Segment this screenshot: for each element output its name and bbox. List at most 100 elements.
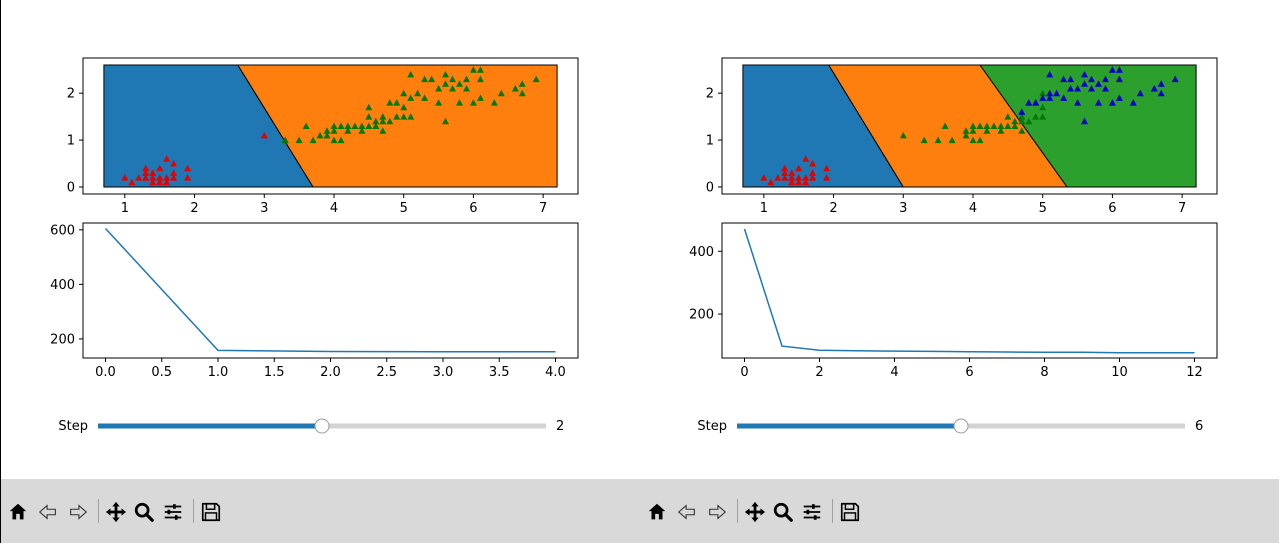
zoom-button[interactable] bbox=[770, 499, 796, 525]
scatter-point bbox=[372, 122, 380, 129]
loss-line bbox=[104, 227, 556, 353]
scatter-point bbox=[295, 136, 303, 144]
scatter-point bbox=[497, 89, 505, 97]
y-tick-label: 2 bbox=[706, 87, 714, 102]
loss-axes: 0.0 0.5 1.0 1.5 2.0 2.5 3.0 3.5 4.0 200 400 600 bbox=[50, 222, 579, 380]
scatter-point bbox=[518, 89, 526, 97]
toolbar-separator bbox=[193, 499, 194, 523]
forward-icon bbox=[70, 504, 88, 520]
scatter-point bbox=[379, 113, 387, 120]
x-tick-label: 4 bbox=[969, 201, 977, 216]
y-tick-label: 400 bbox=[50, 278, 75, 293]
scatter-point bbox=[260, 131, 268, 139]
scatter-point bbox=[809, 174, 817, 181]
pan-button[interactable] bbox=[742, 499, 768, 525]
scatter-point bbox=[379, 117, 387, 125]
axes-frame bbox=[721, 222, 1218, 359]
x-tick-label: 7 bbox=[539, 201, 547, 216]
axes-frame bbox=[82, 57, 579, 195]
save-button[interactable] bbox=[837, 499, 863, 525]
step-slider[interactable]: Step 2 bbox=[58, 418, 564, 434]
scatter-point bbox=[170, 160, 178, 167]
scatter-point bbox=[511, 85, 519, 92]
scatter-point bbox=[1067, 85, 1075, 92]
scatter-point bbox=[400, 103, 408, 111]
save-button[interactable] bbox=[198, 499, 224, 525]
scatter-point bbox=[149, 169, 157, 176]
scatter-point bbox=[316, 131, 324, 139]
x-tick-label: 10 bbox=[1111, 365, 1128, 380]
pan-button[interactable] bbox=[103, 499, 129, 525]
scatter-point bbox=[1074, 99, 1082, 106]
x-tick-label: 0.0 bbox=[95, 365, 116, 380]
scatter-point bbox=[156, 164, 164, 172]
scatter-point bbox=[386, 99, 394, 106]
scatter-point bbox=[1039, 89, 1047, 97]
scatter-point bbox=[532, 75, 540, 83]
scatter-point bbox=[469, 99, 477, 106]
slider-handle[interactable] bbox=[314, 418, 330, 434]
scatter-point bbox=[823, 164, 831, 172]
back-button[interactable] bbox=[674, 499, 700, 525]
scatter-point bbox=[456, 80, 463, 87]
scatter-point bbox=[767, 178, 775, 186]
scatter-point bbox=[386, 117, 394, 125]
pan-icon bbox=[744, 501, 766, 523]
scatter-point bbox=[1150, 85, 1158, 92]
scatter-point bbox=[344, 122, 352, 129]
pan-icon bbox=[105, 501, 127, 523]
slider-handle[interactable] bbox=[953, 418, 969, 434]
scatter-point bbox=[449, 85, 456, 92]
scatter-point bbox=[1025, 99, 1033, 106]
scatter-point bbox=[774, 174, 782, 181]
step-slider[interactable]: Step 6 bbox=[697, 418, 1203, 434]
scatter-point bbox=[1039, 113, 1047, 120]
scatter-point bbox=[156, 174, 164, 181]
zoom-icon bbox=[773, 502, 793, 522]
scatter-point bbox=[1095, 99, 1102, 106]
scatter-point bbox=[1046, 89, 1054, 97]
scatter-point bbox=[323, 127, 331, 134]
home-button[interactable] bbox=[644, 499, 670, 525]
y-tick-label: 600 bbox=[50, 223, 75, 238]
scatter-point bbox=[1032, 113, 1040, 120]
scatter-point bbox=[899, 131, 907, 139]
scatter-point bbox=[330, 136, 338, 144]
configure-button[interactable] bbox=[799, 499, 825, 525]
x-tick-label: 4 bbox=[890, 365, 898, 380]
x-tick-label: 3 bbox=[899, 201, 907, 216]
scatter-point bbox=[809, 160, 817, 167]
zoom-button[interactable] bbox=[131, 499, 157, 525]
y-tick-label: 0 bbox=[67, 180, 75, 195]
scatter-point bbox=[1025, 117, 1033, 125]
scatter-point bbox=[802, 155, 810, 162]
scatter-point bbox=[469, 66, 477, 73]
back-button[interactable] bbox=[35, 499, 61, 525]
scatter-point bbox=[407, 94, 415, 101]
scatter-point bbox=[1060, 94, 1068, 101]
x-tick-label: 2 bbox=[829, 201, 837, 216]
scatter-point bbox=[435, 99, 443, 106]
scatter-point bbox=[400, 113, 408, 120]
x-tick-label: 6 bbox=[965, 365, 973, 380]
scatter-point bbox=[1004, 122, 1012, 129]
toolbar-separator bbox=[98, 499, 99, 523]
scatter-point bbox=[990, 122, 998, 129]
x-tick-label: 2.0 bbox=[320, 365, 341, 380]
home-button[interactable] bbox=[5, 499, 31, 525]
slider-value: 6 bbox=[1195, 419, 1203, 434]
configure-button[interactable] bbox=[160, 499, 186, 525]
scatter-point bbox=[1074, 85, 1082, 92]
scatter-point bbox=[330, 122, 338, 129]
forward-button[interactable] bbox=[65, 499, 91, 525]
scatter-point bbox=[490, 99, 498, 106]
scatter-point bbox=[976, 136, 984, 144]
scatter-point bbox=[435, 85, 443, 92]
forward-button[interactable] bbox=[704, 499, 730, 525]
scatter-point bbox=[1108, 99, 1116, 106]
x-tick-label: 5 bbox=[400, 201, 408, 216]
scatter-point bbox=[997, 127, 1005, 134]
